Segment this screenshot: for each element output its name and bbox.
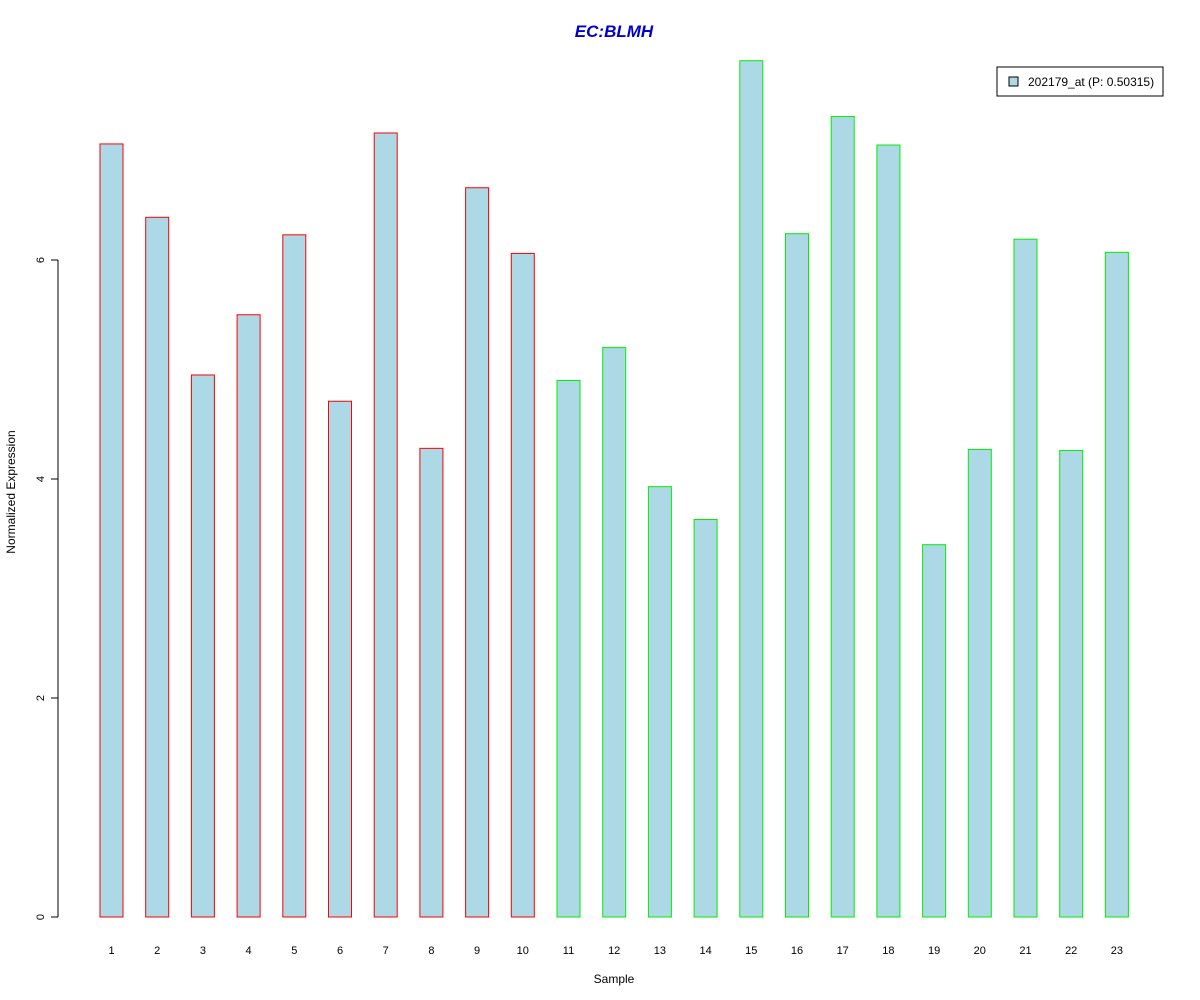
x-tick-label: 9 [474,945,480,957]
x-tick-label: 18 [882,945,894,957]
x-tick-label: 1 [108,945,114,957]
x-tick-label: 2 [154,945,160,957]
bar-sample-3 [190,374,215,918]
legend-entry: 202179_at (P: 0.50315) [1028,75,1154,89]
bar-sample-2 [145,216,170,918]
x-tick-label: 7 [383,945,389,957]
bar-sample-8 [419,447,444,918]
x-tick-label: 22 [1065,945,1077,957]
x-tick-label: 11 [563,945,574,957]
legend: 202179_at (P: 0.50315) [996,66,1164,97]
bar-sample-10 [510,252,535,918]
bar-sample-15 [739,60,764,918]
y-tick-label: 0 [35,914,47,920]
x-tick-label: 19 [928,945,940,957]
bar-sample-9 [465,187,490,918]
x-tick-label: 14 [699,945,711,957]
x-tick-label: 12 [608,945,620,957]
x-tick-label: 8 [428,945,434,957]
x-tick-label: 21 [1019,945,1031,957]
chart-title: EC:BLMH [575,22,654,41]
bar-sample-22 [1059,450,1084,918]
y-tick-label: 2 [35,695,47,701]
legend-box [996,66,1164,97]
bar-sample-13 [647,486,672,918]
x-tick-label: 17 [837,945,849,957]
bar-sample-6 [328,400,352,918]
bar-sample-5 [282,234,307,918]
bar-sample-23 [1104,251,1129,918]
bar-sample-4 [236,314,261,918]
bar-sample-11 [556,379,581,918]
x-tick-label: 4 [246,945,252,957]
bar-sample-1 [99,143,124,918]
x-axis-label: Sample [594,972,635,986]
bar-sample-21 [1013,238,1038,918]
bar-sample-17 [830,116,855,918]
legend-swatch [1008,76,1019,87]
bar-sample-7 [373,132,398,918]
bar-sample-12 [602,347,627,918]
y-axis-label: Normalized Expression [4,430,18,553]
bar-sample-14 [693,519,718,918]
bar-sample-19 [922,544,947,918]
x-tick-label: 5 [291,945,297,957]
x-tick-label: 23 [1111,945,1123,957]
x-tick-label: 3 [200,945,206,957]
x-tick-label: 15 [745,945,757,957]
y-axis: 0 2 4 6 [35,257,59,920]
x-tick-label: 20 [974,945,986,957]
bar-sample-16 [785,233,809,918]
y-tick-label: 6 [35,257,47,263]
x-tick-label: 16 [791,945,803,957]
bar-sample-20 [967,448,992,918]
bar-sample-18 [876,144,901,918]
bars [99,60,1129,918]
x-tick-label: 6 [337,945,343,957]
x-tick-label: 10 [517,945,529,957]
x-axis-tick-labels: 1 2 3 4 5 6 7 8 9 10 11 12 13 14 15 16 17 18 19 20 21 22 23 [108,945,1123,957]
y-tick-label: 4 [35,476,47,482]
x-tick-label: 13 [654,945,666,957]
